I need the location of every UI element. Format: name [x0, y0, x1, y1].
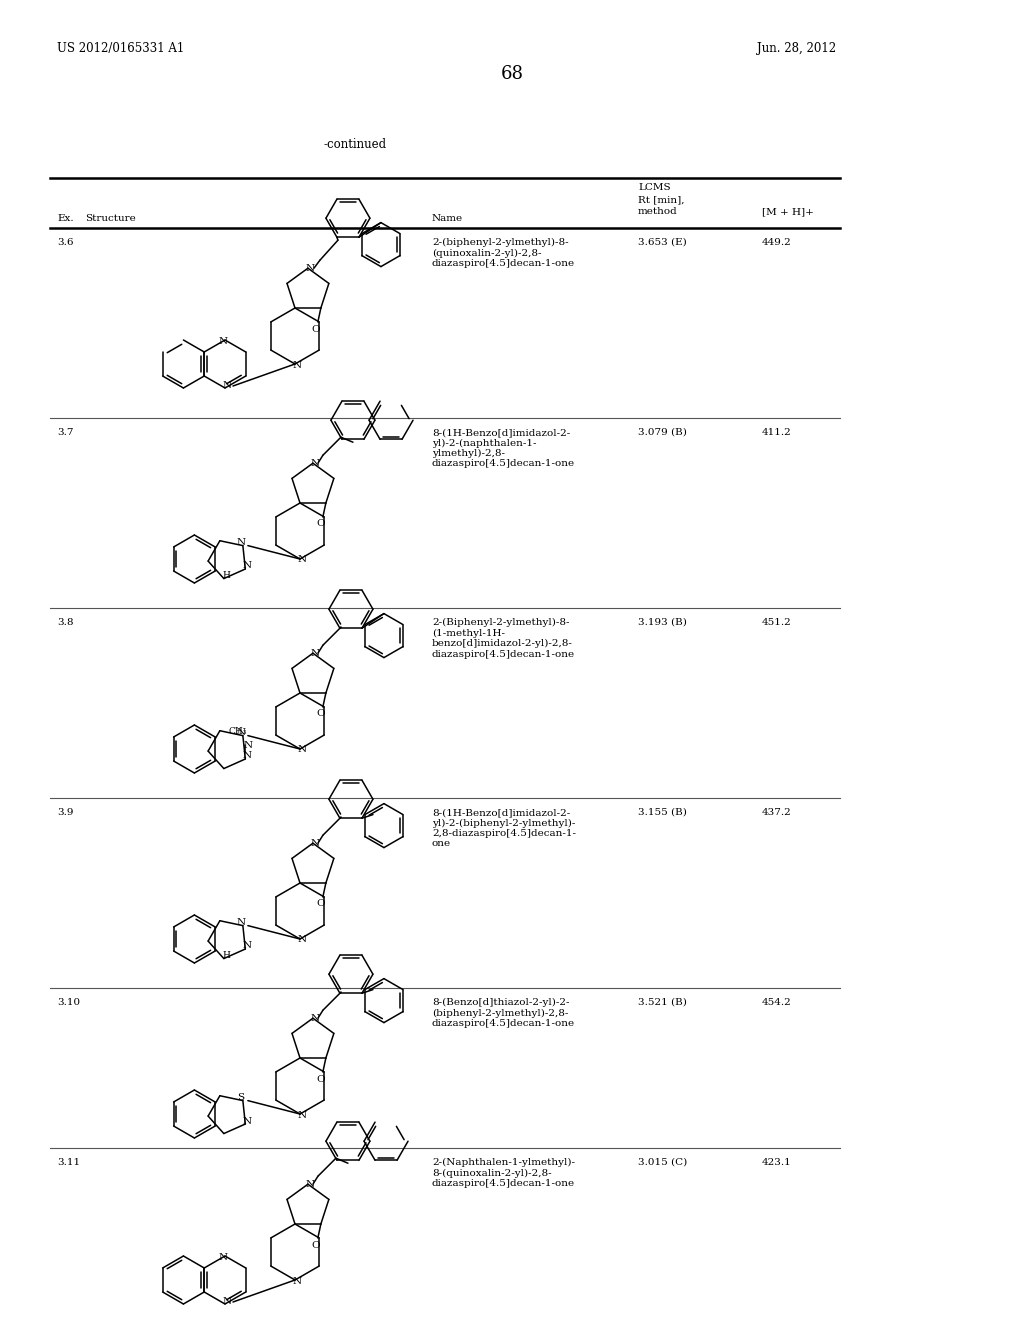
Text: 2-(biphenyl-2-ylmethyl)-8-
(quinoxalin-2-yl)-2,8-
diazaspiro[4.5]decan-1-one: 2-(biphenyl-2-ylmethyl)-8- (quinoxalin-2… — [432, 238, 575, 268]
Text: N: N — [237, 539, 246, 546]
Text: 449.2: 449.2 — [762, 238, 792, 247]
Text: 3.015 (C): 3.015 (C) — [638, 1158, 687, 1167]
Text: N: N — [244, 741, 253, 750]
Text: 3.8: 3.8 — [57, 618, 74, 627]
Text: 3.7: 3.7 — [57, 428, 74, 437]
Text: N: N — [297, 936, 306, 945]
Text: N: N — [243, 561, 252, 570]
Text: N: N — [297, 1110, 306, 1119]
Text: LCMS: LCMS — [638, 183, 671, 191]
Text: CH₃: CH₃ — [228, 727, 247, 737]
Text: N: N — [310, 459, 319, 467]
Text: N: N — [310, 648, 319, 657]
Text: N: N — [305, 1180, 314, 1189]
Text: O: O — [316, 899, 326, 908]
Text: 2-(Naphthalen-1-ylmethyl)-
8-(quinoxalin-2-yl)-2,8-
diazaspiro[4.5]decan-1-one: 2-(Naphthalen-1-ylmethyl)- 8-(quinoxalin… — [432, 1158, 575, 1188]
Text: N: N — [222, 381, 231, 391]
Text: N: N — [310, 1014, 319, 1023]
Text: N: N — [310, 838, 319, 847]
Text: 68: 68 — [501, 65, 523, 83]
Text: 3.079 (B): 3.079 (B) — [638, 428, 687, 437]
Text: 411.2: 411.2 — [762, 428, 792, 437]
Text: Structure: Structure — [85, 214, 136, 223]
Text: O: O — [311, 325, 321, 334]
Text: 454.2: 454.2 — [762, 998, 792, 1007]
Text: O: O — [311, 1241, 321, 1250]
Text: 3.11: 3.11 — [57, 1158, 80, 1167]
Text: 8-(1H-Benzo[d]imidazol-2-
yl)-2-(naphthalen-1-
ylmethyl)-2,8-
diazaspiro[4.5]dec: 8-(1H-Benzo[d]imidazol-2- yl)-2-(naphtha… — [432, 428, 575, 469]
Text: -continued: -continued — [324, 139, 387, 150]
Text: O: O — [316, 520, 326, 528]
Text: N: N — [237, 729, 246, 737]
Text: N: N — [243, 751, 252, 760]
Text: O: O — [316, 710, 326, 718]
Text: N: N — [237, 919, 246, 927]
Text: 3.9: 3.9 — [57, 808, 74, 817]
Text: H: H — [223, 572, 230, 579]
Text: Rt [min],: Rt [min], — [638, 195, 684, 205]
Text: N: N — [293, 1276, 301, 1286]
Text: Jun. 28, 2012: Jun. 28, 2012 — [757, 42, 836, 55]
Text: method: method — [638, 207, 678, 216]
Text: N: N — [218, 1254, 227, 1262]
Text: 3.521 (B): 3.521 (B) — [638, 998, 687, 1007]
Text: N: N — [243, 941, 252, 950]
Text: N: N — [305, 264, 314, 273]
Text: 3.193 (B): 3.193 (B) — [638, 618, 687, 627]
Text: N: N — [218, 338, 227, 346]
Text: 3.10: 3.10 — [57, 998, 80, 1007]
Text: 3.155 (B): 3.155 (B) — [638, 808, 687, 817]
Text: N: N — [293, 360, 301, 370]
Text: Ex.: Ex. — [57, 214, 74, 223]
Text: N: N — [297, 556, 306, 565]
Text: N: N — [297, 746, 306, 755]
Text: Name: Name — [432, 214, 463, 223]
Text: 451.2: 451.2 — [762, 618, 792, 627]
Text: 423.1: 423.1 — [762, 1158, 792, 1167]
Text: 3.6: 3.6 — [57, 238, 74, 247]
Text: 437.2: 437.2 — [762, 808, 792, 817]
Text: 3.653 (E): 3.653 (E) — [638, 238, 687, 247]
Text: 8-(Benzo[d]thiazol-2-yl)-2-
(biphenyl-2-ylmethyl)-2,8-
diazaspiro[4.5]decan-1-on: 8-(Benzo[d]thiazol-2-yl)-2- (biphenyl-2-… — [432, 998, 575, 1028]
Text: N: N — [222, 1298, 231, 1307]
Text: 8-(1H-Benzo[d]imidazol-2-
yl)-2-(biphenyl-2-ylmethyl)-
2,8-diazaspiro[4.5]decan-: 8-(1H-Benzo[d]imidazol-2- yl)-2-(bipheny… — [432, 808, 575, 849]
Text: N: N — [243, 1117, 252, 1126]
Text: O: O — [316, 1074, 326, 1084]
Text: US 2012/0165331 A1: US 2012/0165331 A1 — [57, 42, 184, 55]
Text: [M + H]+: [M + H]+ — [762, 207, 814, 216]
Text: 2-(Biphenyl-2-ylmethyl)-8-
(1-methyl-1H-
benzo[d]imidazol-2-yl)-2,8-
diazaspiro[: 2-(Biphenyl-2-ylmethyl)-8- (1-methyl-1H-… — [432, 618, 575, 659]
Text: S: S — [238, 1093, 245, 1102]
Text: H: H — [223, 952, 230, 960]
